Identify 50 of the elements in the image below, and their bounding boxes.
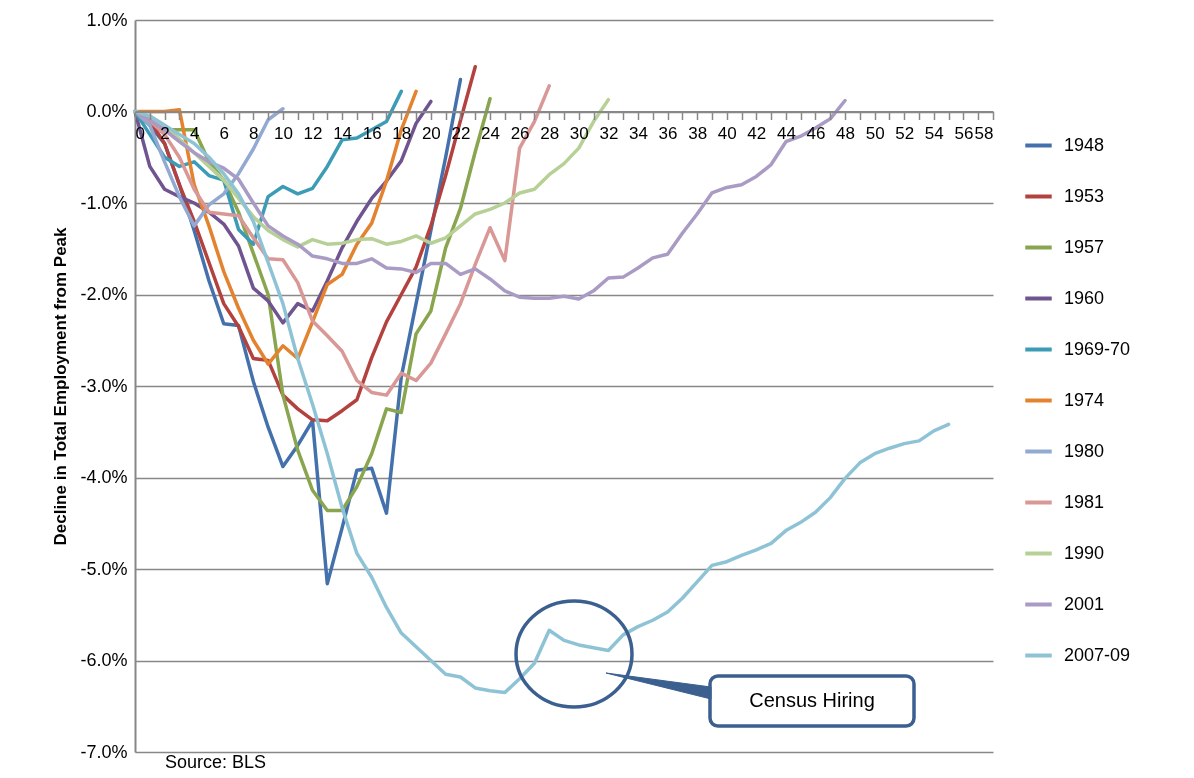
x-tick-label: 14 (333, 124, 353, 143)
legend-label: 1957 (1064, 236, 1105, 257)
x-tick-label: 56 (954, 124, 974, 143)
x-tick-label: 26 (510, 124, 530, 143)
legend-label: 1981 (1064, 491, 1105, 512)
legend-label: 2001 (1064, 593, 1105, 614)
x-tick-label: 20 (421, 124, 441, 143)
y-tick-label: -6.0% (80, 650, 128, 670)
x-tick-label: 8 (249, 124, 259, 143)
legend-label: 1969-70 (1064, 338, 1131, 359)
x-tick-label: 28 (540, 124, 560, 143)
x-tick-label: 34 (629, 124, 648, 143)
x-tick-label: 48 (836, 124, 856, 143)
x-tick-label: 24 (481, 124, 500, 143)
x-tick-label: 10 (273, 124, 293, 143)
x-tick-label: 44 (776, 124, 796, 143)
x-tick-label: 50 (865, 124, 885, 143)
x-tick-label: 38 (688, 124, 708, 143)
annotation: Source: BLS (165, 752, 267, 772)
x-tick-label: 54 (924, 124, 944, 143)
y-tick-label: 1.0% (86, 9, 128, 30)
y-tick-label: -1.0% (80, 192, 128, 213)
x-tick-label: 52 (895, 124, 915, 143)
x-tick-label: 4 (189, 124, 200, 143)
x-tick-label: 16 (362, 124, 382, 143)
x-tick-label: 32 (599, 124, 619, 143)
legend-label: 1974 (1064, 389, 1105, 410)
y-tick-label: 0.0% (86, 101, 128, 121)
legend-label: 2007-09 (1064, 644, 1131, 665)
x-tick-label: 58 (974, 124, 994, 143)
x-tick-label: 42 (747, 124, 767, 143)
x-tick-label: 30 (569, 124, 589, 143)
x-tick-label: 40 (717, 124, 737, 143)
x-tick-label: 36 (658, 124, 678, 143)
legend-label: 1948 (1064, 134, 1105, 155)
x-tick-label: 2 (160, 124, 170, 143)
legend-label: 1990 (1064, 542, 1105, 563)
x-tick-label: 12 (303, 124, 323, 143)
legend-label: 1960 (1064, 287, 1105, 308)
y-tick-label: -3.0% (80, 375, 128, 396)
x-tick-label: 6 (219, 124, 229, 143)
y-tick-label: -7.0% (80, 741, 128, 762)
x-tick-label: 46 (806, 124, 826, 143)
y-axis-title: Decline in Total Employment from Peak (51, 226, 71, 546)
y-tick-label: -5.0% (80, 558, 128, 579)
legend-label: 1980 (1064, 440, 1105, 461)
y-tick-label: -4.0% (80, 467, 128, 487)
legend-label: 1953 (1064, 185, 1105, 206)
annotation: Census Hiring (749, 689, 875, 711)
y-tick-label: -2.0% (80, 284, 128, 304)
